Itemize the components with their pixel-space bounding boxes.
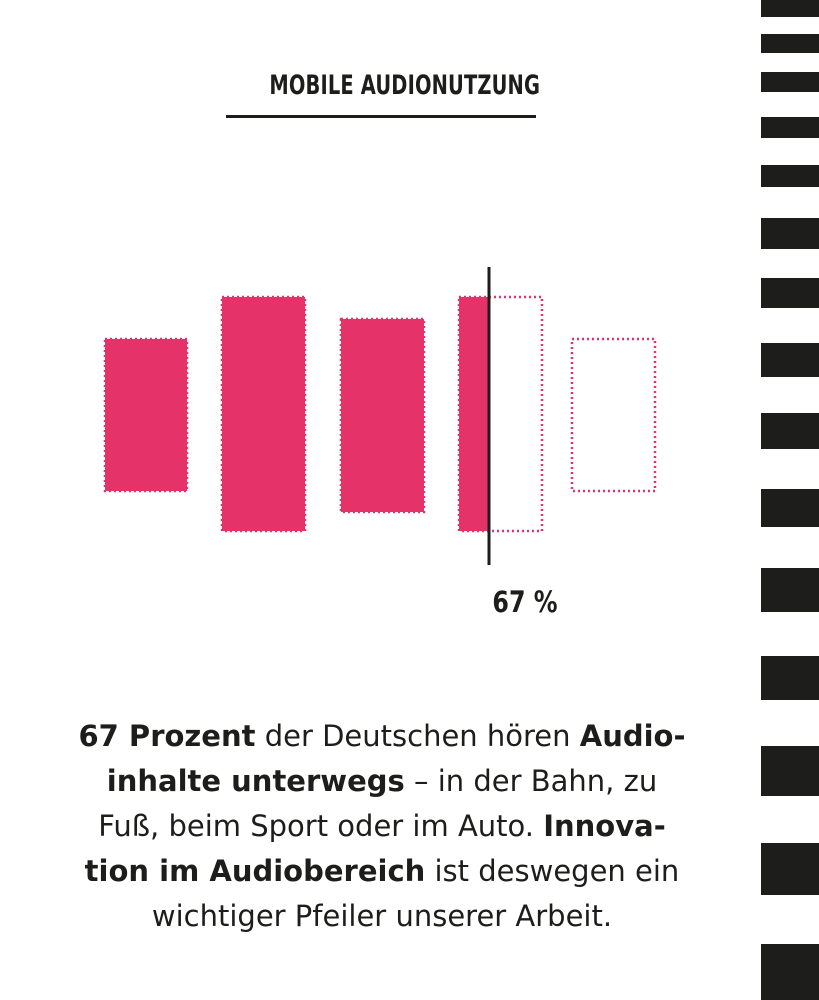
bar-3-outline: [339, 317, 426, 514]
marker-value-label: 67 %: [492, 585, 558, 619]
caption-run: der Deutschen hören: [255, 719, 580, 753]
stripe-block: [761, 278, 819, 308]
bar-1-outline: [103, 337, 189, 493]
stripe-block: [761, 343, 819, 377]
stripe-block: [761, 944, 819, 1000]
decorative-edge-stripe: [761, 0, 819, 1000]
bar-3: [341, 319, 424, 512]
caption-run: wichtiger Pfeiler unserer Arbeit.: [151, 899, 613, 933]
bar-2-outline: [220, 295, 307, 533]
caption-emphasis: 67 Prozent: [78, 719, 256, 753]
bar-1: [105, 339, 187, 491]
caption-line: Fuß, beim Sport oder im Auto. Innova-: [52, 804, 712, 849]
stripe-block: [761, 489, 819, 527]
stripe-block: [761, 218, 819, 249]
stripe-block: [761, 34, 819, 53]
caption-line: tion im Audiobereich ist deswegen ein: [52, 849, 712, 894]
caption-line: inhalte unterwegs – in der Bahn, zu: [52, 759, 712, 804]
bar-5-outline: [570, 337, 657, 493]
title-underline: [226, 115, 536, 118]
bar-2: [222, 297, 305, 531]
stripe-block: [761, 568, 819, 612]
stripe-block: [761, 413, 819, 449]
stripe-block: [761, 746, 819, 796]
caption-emphasis: inhalte unterwegs: [106, 764, 405, 798]
stripe-block: [761, 165, 819, 187]
stripe-block: [761, 656, 819, 700]
caption-line: 67 Prozent der Deutschen hören Audio-: [52, 714, 712, 759]
stripe-block: [761, 843, 819, 895]
caption-emphasis: Audio-: [579, 719, 686, 753]
stripe-block: [761, 117, 819, 138]
caption-text: 67 Prozent der Deutschen hören Audio-inh…: [52, 714, 712, 939]
stripe-block: [761, 72, 819, 92]
caption-line: wichtiger Pfeiler unserer Arbeit.: [52, 894, 712, 939]
caption-run: Fuß, beim Sport oder im Auto.: [98, 809, 544, 843]
stripe-block: [761, 0, 819, 17]
caption-run: ist deswegen ein: [425, 854, 680, 888]
caption-emphasis: tion im Audiobereich: [84, 854, 426, 888]
caption-run: – in der Bahn, zu: [404, 764, 658, 798]
bar-4-filled-part: [459, 297, 489, 531]
caption-emphasis: Innova-: [543, 809, 666, 843]
